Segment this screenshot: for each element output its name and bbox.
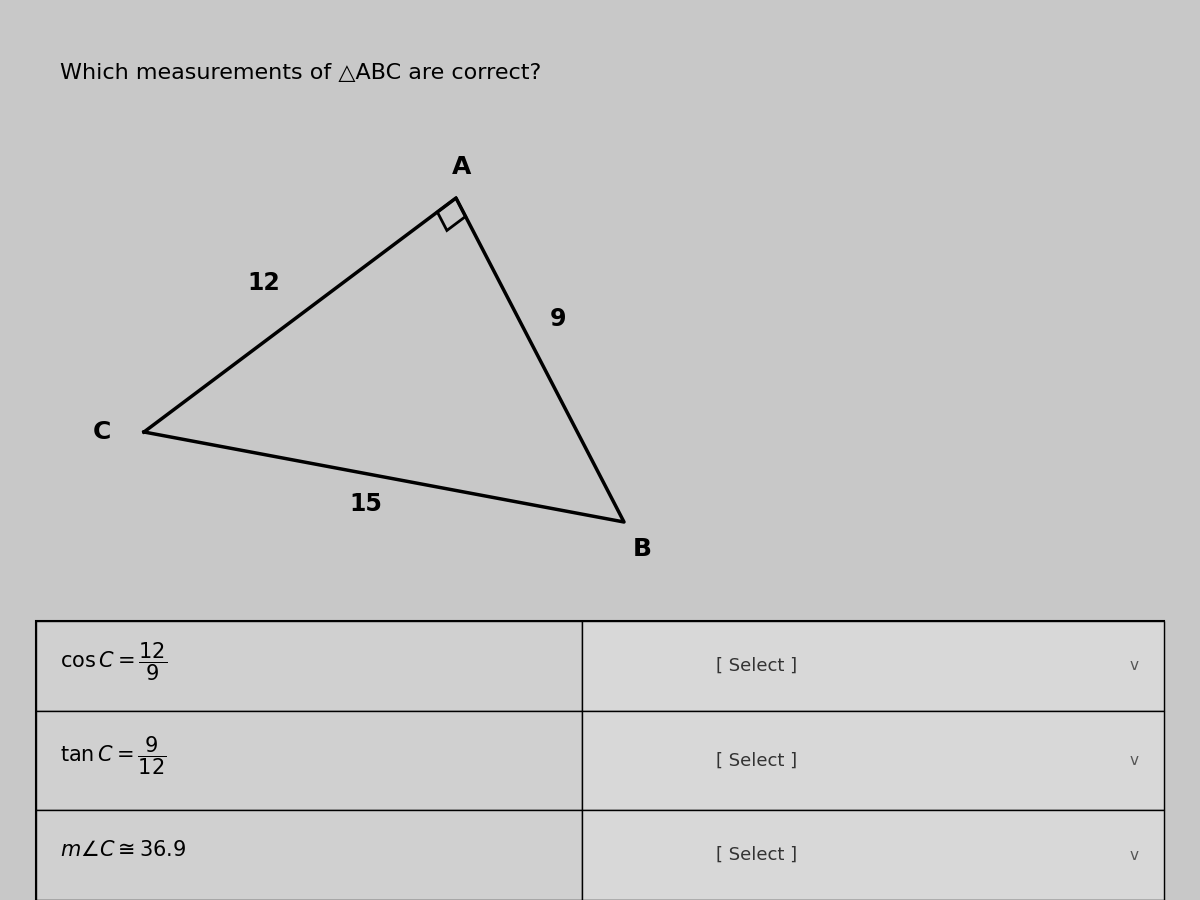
Text: 15: 15: [349, 492, 383, 516]
Text: 9: 9: [550, 308, 566, 331]
Text: A: A: [452, 155, 472, 178]
FancyBboxPatch shape: [582, 621, 1164, 711]
FancyBboxPatch shape: [582, 711, 1164, 810]
Text: v: v: [1129, 753, 1139, 768]
Text: [ Select ]: [ Select ]: [716, 657, 797, 675]
Text: v: v: [1129, 659, 1139, 673]
Text: $m\angle C \cong 36.9$: $m\angle C \cong 36.9$: [60, 841, 186, 860]
Text: [ Select ]: [ Select ]: [716, 846, 797, 864]
FancyBboxPatch shape: [36, 621, 582, 711]
FancyBboxPatch shape: [36, 711, 582, 810]
Text: $\cos C = \dfrac{12}{9}$: $\cos C = \dfrac{12}{9}$: [60, 640, 167, 683]
FancyBboxPatch shape: [582, 810, 1164, 900]
Text: Which measurements of △ABC are correct?: Which measurements of △ABC are correct?: [60, 63, 541, 83]
Text: B: B: [632, 537, 652, 561]
FancyBboxPatch shape: [36, 810, 582, 900]
Text: [ Select ]: [ Select ]: [716, 752, 797, 770]
Text: C: C: [92, 420, 112, 444]
Text: v: v: [1129, 848, 1139, 862]
Text: 12: 12: [247, 272, 281, 295]
Text: $\tan C = \dfrac{9}{12}$: $\tan C = \dfrac{9}{12}$: [60, 734, 167, 778]
